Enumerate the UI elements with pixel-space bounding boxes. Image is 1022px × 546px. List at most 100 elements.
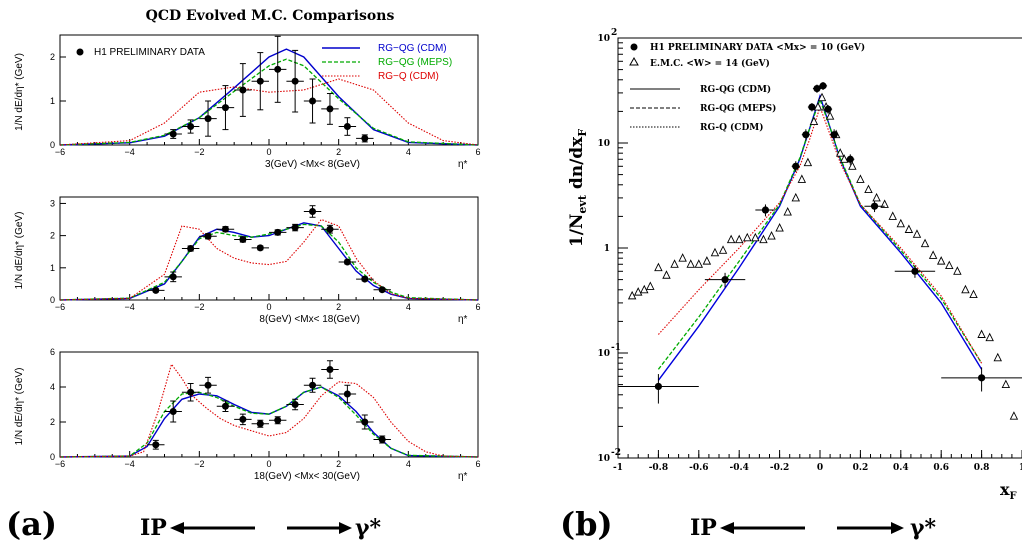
data-point [164,400,182,423]
data-point [216,85,235,131]
arrow-right-b [837,522,904,534]
y-tick-label: 1 [50,263,55,273]
data-marker [256,77,264,85]
series-curve-3 [59,363,479,458]
mass-bin-label: 18(GeV) <Mx< 30(GeV) [254,471,360,482]
y-tick-label: 1 [604,244,610,254]
data-marker [361,134,369,142]
data-marker [221,104,229,112]
data-point [356,275,374,283]
h1-data-point [830,129,839,141]
y-tick-label: 2 [50,417,55,427]
data-marker [326,225,334,233]
h1-marker [830,131,838,139]
data-marker [204,232,212,240]
data-marker [152,286,160,294]
h1-marker [792,162,800,170]
h1-data-point [812,84,822,93]
x-tick-label: -0.4 [729,463,748,473]
data-marker [343,123,351,131]
legend-h1-marker [630,43,638,51]
series-curve-1 [59,386,479,458]
data-point [181,245,200,252]
x-tick-label: −6 [55,459,65,469]
emc-marker [856,174,865,183]
y-tick-label: 4 [50,382,55,392]
data-marker [274,416,282,424]
emc-marker [654,262,663,272]
data-marker [239,235,247,243]
x-tick-label: −2 [194,147,204,157]
emc-marker [904,224,914,233]
data-point [199,232,217,240]
emc-marker [888,211,897,220]
series-curve-3 [59,78,479,146]
photon-label-a: γ* [355,515,382,541]
data-marker [378,286,386,294]
h1-marker [819,82,827,90]
x-tick-label: −4 [125,459,135,469]
data-marker [256,244,264,252]
h1-data-point [941,367,1022,392]
data-point [234,413,252,426]
emc-marker [662,270,671,279]
data-point [286,223,304,232]
data-point [181,119,200,134]
data-point [356,134,374,143]
data-marker [169,273,177,281]
emc-marker [640,284,649,294]
data-marker [309,381,317,389]
emc-marker [775,223,784,232]
x-tick-label: 2 [336,147,341,157]
emc-marker [670,259,679,268]
x-tick-label: −4 [125,147,135,157]
emc-marker [751,232,760,242]
data-marker [256,420,264,428]
x-axis-label: η* [458,471,468,482]
y-tick-exponent: -2 [611,448,621,458]
h1-marker [808,103,816,111]
x-tick-label: 6 [475,147,480,157]
emc-marker [993,352,1002,362]
x-tick-label: −4 [125,302,135,312]
h1-marker [813,84,821,93]
y-axis-label-sub2: F [576,129,589,137]
data-point [303,377,322,393]
y-tick-label: 0 [50,140,55,150]
y-tick-label: 0 [50,452,55,462]
h1-data-point [807,103,816,112]
h1-data-point [791,161,800,172]
x-tick-label: 0.6 [933,463,949,473]
data-marker [169,130,177,138]
emc-marker [797,174,807,183]
data-point [269,416,287,425]
h1-marker [978,374,986,382]
y-tick-label: 0 [50,295,55,305]
data-marker [309,97,317,105]
y-axis-label: 1/N dE/dη* (GeV) [14,212,25,290]
legend-label-2: RG-QG (MEPS) [700,103,776,114]
data-marker [326,105,334,113]
emc-marker [718,245,728,254]
data-point [164,129,182,139]
y-axis-label: 1/Nevt dn/dxF [567,129,589,247]
legend-emc-label: E.M.C. <W> = 14 (GeV) [650,58,770,69]
x-axis-label: xF [1000,480,1017,502]
panel-label-b: (b) [560,505,613,543]
emc-marker [961,284,970,294]
y-axis-label-sub: evt [576,194,589,213]
y-tick-exponent: -1 [611,343,621,353]
emc-marker [767,231,776,240]
emc-marker [783,207,792,216]
data-marker [187,123,195,131]
x-tick-label: 1 [1019,463,1022,473]
x-tick-label: -0.8 [649,463,668,473]
emc-marker [848,161,857,170]
h1-data-point [824,105,833,114]
emc-marker [1009,411,1019,420]
emc-marker [813,102,823,111]
data-point [286,398,304,411]
eta-panel-3: −6 −4 −2 0 2 4 6 0 2 4 6 18(GeV) <Mx< 30(GeV) η* 1/N … [14,347,481,482]
data-marker [378,436,386,443]
data-point [251,244,269,252]
